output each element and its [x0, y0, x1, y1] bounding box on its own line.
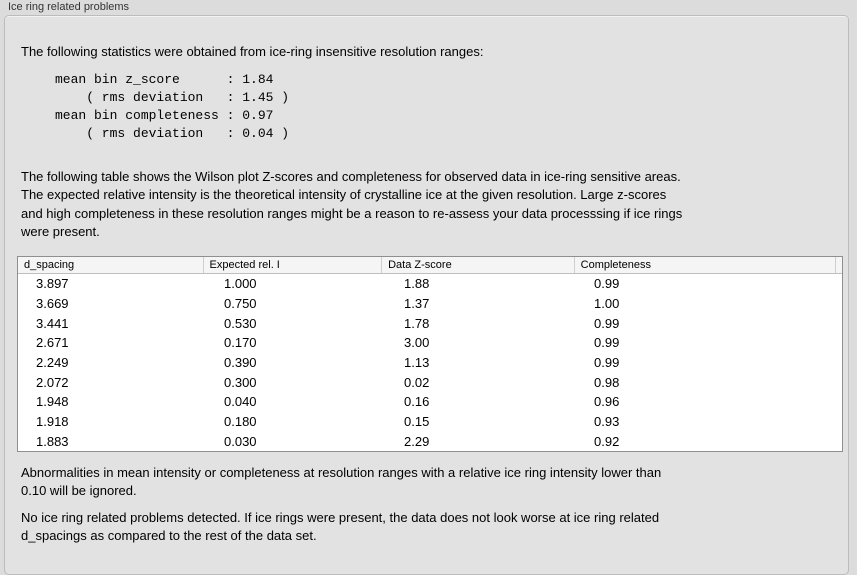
stats-line: mean bin completeness : 0.97 [55, 108, 274, 123]
table-cell: 3.669 [36, 296, 69, 312]
table-cell: 0.390 [224, 355, 257, 371]
stats-block: mean bin z_score : 1.84 ( rms deviation … [55, 71, 289, 143]
table-cell: 1.37 [404, 296, 430, 312]
table-cell: 2.249 [36, 355, 69, 371]
text-line: Abnormalities in mean intensity or compl… [21, 465, 662, 480]
ice-ring-table[interactable]: d_spacing Expected rel. I Data Z-score Comp… [17, 256, 843, 452]
table-row[interactable]: 3.669 0.750 1.37 1.00 [18, 294, 842, 314]
table-cell: 0.99 [594, 355, 620, 371]
stats-line: ( rms deviation : 1.45 ) [55, 90, 290, 105]
table-cell: 1.00 [594, 296, 620, 312]
table-cell: 0.98 [594, 374, 620, 390]
conclusion-text: No ice ring related problems detected. I… [21, 509, 659, 546]
column-header[interactable]: Completeness [575, 257, 836, 273]
ice-ring-report-window: { "panel": { "title": "Ice ring related … [4, 1, 849, 575]
table-body: 3.897 1.000 1.88 0.99 3.669 0.750 1.37 1.00 3.44… [18, 274, 842, 451]
text-line: and high completeness in these resolutio… [21, 205, 683, 221]
ice-ring-panel: The following statistics were obtained f… [4, 15, 849, 575]
table-cell: 0.300 [224, 374, 257, 390]
table-cell: 0.030 [224, 433, 257, 449]
column-header[interactable]: Expected rel. I [204, 257, 383, 273]
table-cell: 0.93 [594, 414, 620, 430]
table-header-row: d_spacing Expected rel. I Data Z-score Comp… [18, 257, 842, 274]
table-cell: 2.29 [404, 433, 430, 449]
text-line: 0.10 will be ignored. [21, 483, 137, 499]
table-cell: 0.99 [594, 315, 620, 331]
table-cell: 0.750 [224, 296, 257, 312]
table-cell: 0.170 [224, 335, 257, 351]
table-cell: 1.78 [404, 315, 430, 331]
table-cell: 1.000 [224, 276, 257, 292]
column-header-filler [836, 257, 842, 273]
table-cell: 0.99 [594, 276, 620, 292]
table-cell: 0.15 [404, 414, 430, 430]
table-cell: 0.16 [404, 394, 430, 410]
table-cell: 0.180 [224, 414, 257, 430]
table-row[interactable]: 2.072 0.300 0.02 0.98 [18, 372, 842, 392]
text-line: The expected relative intensity is the t… [21, 187, 667, 203]
table-cell: 0.530 [224, 315, 257, 331]
text-line: d_spacings as compared to the rest of th… [21, 528, 317, 544]
column-header[interactable]: d_spacing [18, 257, 204, 273]
table-cell: 1.883 [36, 433, 69, 449]
table-row[interactable]: 1.918 0.180 0.15 0.93 [18, 412, 842, 432]
table-cell: 0.040 [224, 394, 257, 410]
stats-line: ( rms deviation : 0.04 ) [55, 126, 290, 141]
table-row[interactable]: 2.249 0.390 1.13 0.99 [18, 353, 842, 373]
table-row[interactable]: 3.441 0.530 1.78 0.99 [18, 313, 842, 333]
text-line: No ice ring related problems detected. I… [21, 510, 660, 525]
table-row[interactable]: 3.897 1.000 1.88 0.99 [18, 274, 842, 294]
table-cell: 2.671 [36, 335, 69, 351]
table-cell: 1.948 [36, 394, 69, 410]
table-cell: 0.96 [594, 394, 620, 410]
table-cell: 3.897 [36, 276, 69, 292]
text-line: The following table shows the Wilson plo… [21, 169, 681, 184]
table-cell: 2.072 [36, 374, 69, 390]
table-cell: 3.441 [36, 315, 69, 331]
column-header[interactable]: Data Z-score [382, 257, 575, 273]
table-intro-text: The following table shows the Wilson plo… [21, 168, 682, 242]
table-cell: 1.88 [404, 276, 430, 292]
table-cell: 0.02 [404, 374, 430, 390]
ignore-note-text: Abnormalities in mean intensity or compl… [21, 464, 661, 501]
table-cell: 0.92 [594, 433, 620, 449]
table-row[interactable]: 1.948 0.040 0.16 0.96 [18, 392, 842, 412]
table-cell: 1.13 [404, 355, 430, 371]
intro-text: The following statistics were obtained f… [21, 44, 484, 59]
table-cell: 3.00 [404, 335, 430, 351]
text-line: were present. [21, 224, 100, 240]
stats-line: mean bin z_score : 1.84 [55, 72, 274, 87]
panel-title: Ice ring related problems [8, 1, 130, 13]
table-row[interactable]: 1.883 0.030 2.29 0.92 [18, 432, 842, 452]
table-cell: 1.918 [36, 414, 69, 430]
table-row[interactable]: 2.671 0.170 3.00 0.99 [18, 333, 842, 353]
table-cell: 0.99 [594, 335, 620, 351]
